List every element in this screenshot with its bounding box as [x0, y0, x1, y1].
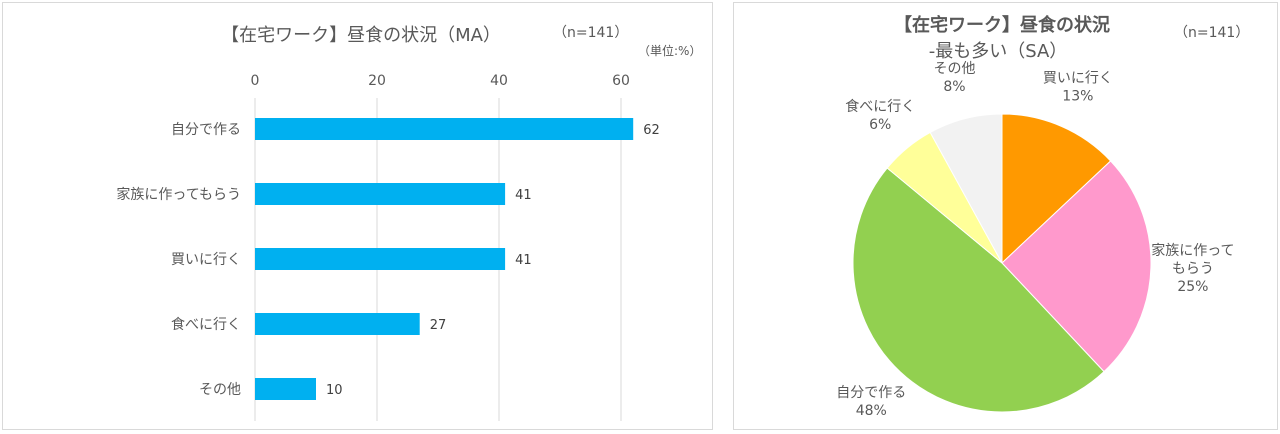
pie-slice-label: 家族に作ってもらう 25% — [1151, 242, 1234, 295]
pie-slice-value: 48% — [856, 403, 887, 419]
bar-data-label: 62 — [643, 123, 660, 138]
pie-chart-sample-note: （n=141） — [1174, 25, 1249, 41]
pie-slice-name: 食べに行く — [845, 98, 915, 115]
pie-slice-name: その他 — [934, 61, 976, 77]
pie-slice-name: 家族に作って — [1151, 242, 1234, 259]
pie-slice-value: 25% — [1177, 279, 1208, 295]
bar-chart-title: 【在宅ワーク】昼食の状況（MA） — [221, 25, 501, 46]
pie-slice-label: 食べに行く 6% — [845, 98, 915, 133]
pie-slice-name: もらう — [1172, 261, 1214, 277]
category-label: 家族に作ってもらう — [116, 186, 241, 203]
pie-slice-value: 8% — [943, 79, 965, 95]
bar-chart-unit-note: （単位:%） — [638, 43, 701, 58]
pie-slice — [1001, 160, 1152, 373]
pie-chart-panel: 【在宅ワーク】昼食の状況 -最も多い（SA） （n=141） 買いに行く 13% 家… — [733, 2, 1278, 430]
pie-slice — [852, 167, 1105, 413]
bar-chart: 【在宅ワーク】昼食の状況（MA） （n=141） （単位:%） 0 20 40 60 … — [116, 25, 701, 421]
pie-slice-name: 自分で作る — [836, 385, 906, 401]
category-label: 自分で作る — [171, 122, 241, 138]
bar-data-label: 10 — [326, 383, 343, 398]
pie-slice-value: 13% — [1062, 89, 1093, 105]
category-label: 買いに行く — [171, 252, 241, 268]
pie-slice-label: 自分で作る 48% — [836, 385, 906, 419]
pie-chart-title-line1: 【在宅ワーク】昼食の状況 — [894, 14, 1110, 36]
bar — [255, 378, 316, 400]
category-label: 食べに行く — [171, 316, 241, 333]
bar — [255, 248, 506, 270]
x-tick-label: 0 — [251, 73, 260, 89]
bar-data-label: 27 — [430, 318, 447, 333]
bar-data-label: 41 — [515, 188, 532, 203]
pie-slice — [1001, 113, 1112, 265]
bar — [255, 313, 420, 335]
x-tick-label: 40 — [490, 73, 508, 89]
pie-slice-value: 6% — [869, 117, 891, 133]
pie-chart-title-line2: -最も多い（SA） — [929, 41, 1068, 62]
pie-slice-label: その他 8% — [934, 61, 976, 95]
bar-chart-panel: 【在宅ワーク】昼食の状況（MA） （n=141） （単位:%） 0 20 40 60 … — [2, 2, 713, 430]
bar — [255, 118, 634, 140]
pie-chart: 【在宅ワーク】昼食の状況 -最も多い（SA） （n=141） 買いに行く 13% 家… — [836, 14, 1249, 419]
bar-chart-sample-note: （n=141） — [553, 25, 628, 41]
category-label: その他 — [199, 382, 241, 398]
bar — [255, 183, 506, 205]
bar-data-label: 41 — [515, 253, 532, 268]
pie-slice-label: 買いに行く 13% — [1043, 71, 1113, 105]
pie-slice-name: 買いに行く — [1043, 71, 1113, 87]
x-tick-label: 60 — [612, 73, 630, 89]
x-tick-label: 20 — [368, 73, 386, 89]
pie-slice — [929, 113, 1003, 264]
